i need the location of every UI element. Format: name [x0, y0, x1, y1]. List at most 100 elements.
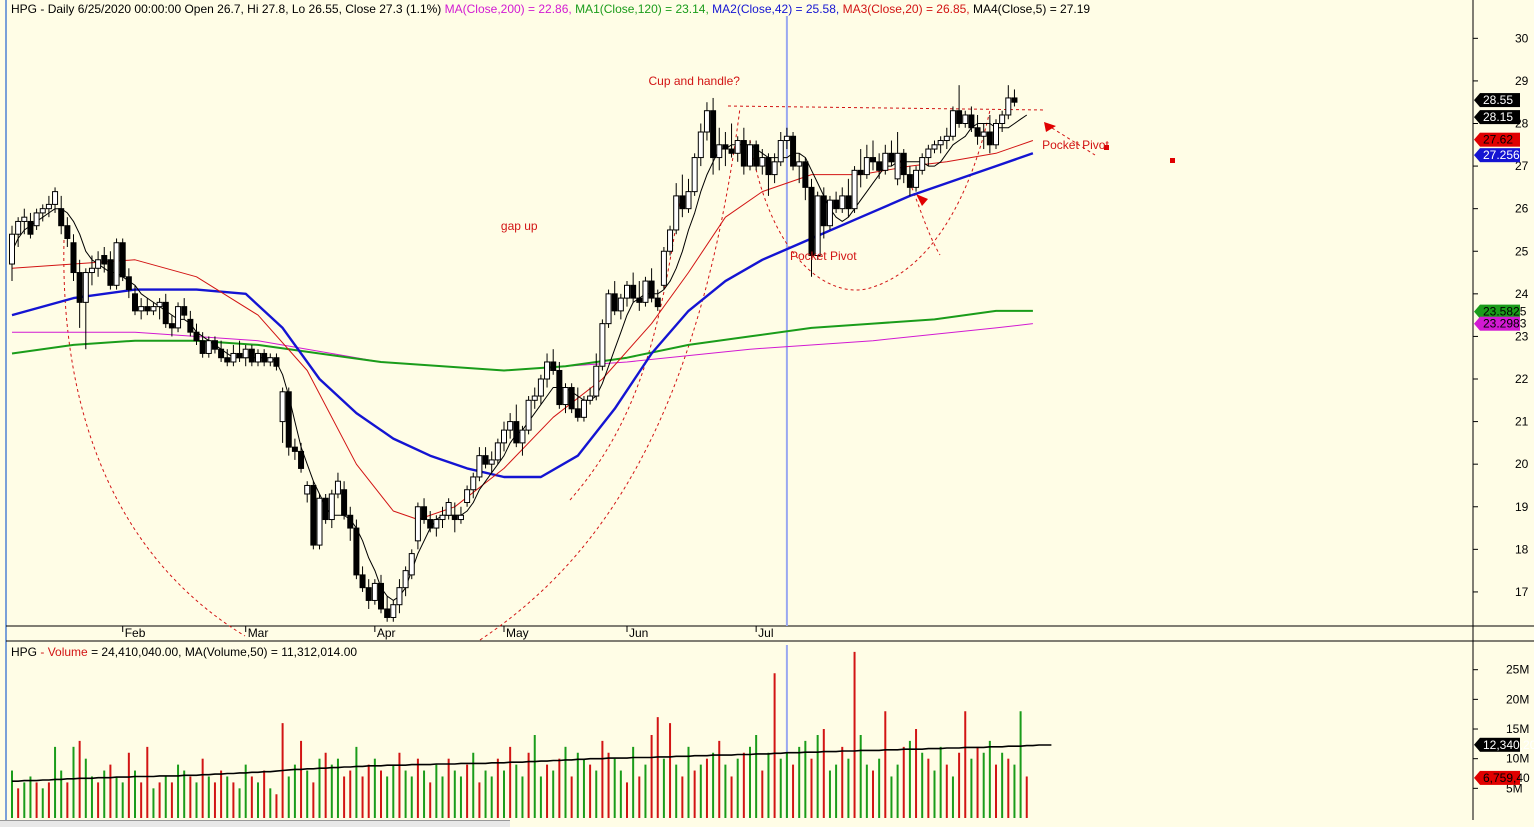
- annotation-label: Pocket Pivot: [1042, 138, 1109, 152]
- moving-average-lines: [11, 114, 1034, 601]
- volume-tag-pointer: [1474, 770, 1480, 785]
- ma200-line: [12, 323, 1033, 371]
- candle-down: [550, 361, 557, 371]
- candle-down: [956, 110, 963, 124]
- right-cup-arc: [479, 107, 741, 641]
- candle-up: [796, 161, 803, 167]
- pivot-marker-1: [1104, 145, 1109, 150]
- price-tick-label: 19: [1515, 500, 1529, 514]
- candle-up: [544, 361, 551, 380]
- date-tick-label: Feb: [125, 626, 146, 640]
- price-tag-text: 27.256: [1483, 148, 1520, 162]
- candle-down: [636, 297, 643, 303]
- candle-up: [747, 144, 753, 167]
- candle-down: [168, 323, 175, 329]
- pattern-overlays: [63, 105, 1175, 641]
- candle-up: [999, 114, 1006, 124]
- candle-up: [304, 484, 311, 495]
- candle-up: [488, 459, 495, 465]
- candle-up: [777, 140, 784, 163]
- candle-up: [531, 395, 538, 401]
- candle-down: [513, 421, 520, 444]
- candle-up: [457, 514, 464, 521]
- price-tag-pointer: [1474, 132, 1480, 147]
- ma42-readout: MA2(Close,42) = 25.58,: [712, 2, 840, 16]
- candle-up: [734, 140, 741, 154]
- candle-up: [863, 157, 870, 176]
- candle-up: [279, 391, 286, 423]
- price-tick-label: 29: [1515, 74, 1529, 88]
- volume-tick-label: 25M: [1506, 663, 1529, 677]
- candle-up: [685, 191, 692, 210]
- ma120-line: [11, 309, 1033, 372]
- candle-down: [261, 352, 268, 363]
- candle-down: [193, 331, 200, 342]
- candle-down: [833, 199, 840, 210]
- candle-up: [716, 144, 723, 159]
- candle-up: [913, 169, 920, 188]
- price-tick-label: 17: [1515, 585, 1529, 599]
- gap-up-arc: [569, 199, 681, 501]
- candle-down: [119, 242, 126, 278]
- candle-up: [82, 272, 89, 303]
- candle-down: [64, 225, 71, 239]
- price-tick-label: 22: [1515, 372, 1529, 386]
- candle-down: [211, 340, 218, 350]
- candlestick-series[interactable]: [9, 85, 1018, 622]
- date-tick-label: May: [506, 626, 529, 640]
- candle-up: [894, 152, 901, 180]
- candle-down: [273, 357, 280, 367]
- candle-down: [107, 259, 114, 286]
- candle-up: [642, 280, 649, 303]
- candle-up: [439, 514, 446, 521]
- candle-up: [925, 148, 932, 159]
- candle-down: [857, 169, 864, 176]
- price-tag-bg: [1480, 148, 1520, 163]
- ma20-readout: MA3(Close,20) = 26.85,: [842, 2, 970, 16]
- candle-up: [525, 399, 532, 431]
- candle-down: [224, 357, 231, 363]
- candle-up: [408, 553, 415, 576]
- candle-down: [199, 340, 206, 354]
- candle-up: [771, 161, 778, 176]
- candle-up: [205, 340, 212, 354]
- candle-down: [568, 387, 575, 410]
- candle-down: [740, 140, 747, 167]
- candle-up: [605, 293, 612, 325]
- price-tag-text: 28.55: [1483, 93, 1513, 107]
- pivot-marker-2: [1170, 158, 1175, 163]
- price-tick-label: 21: [1515, 415, 1529, 429]
- price-tick-label: 24: [1515, 287, 1529, 301]
- candle-up: [949, 110, 956, 137]
- candle-down: [648, 280, 655, 299]
- sheet-tabs-bar[interactable]: [0, 820, 510, 827]
- candle-up: [882, 152, 889, 171]
- candle-up: [697, 131, 704, 159]
- volume-readout: = 24,410,040.00, MA(Volume,50) = 11,312,…: [91, 645, 358, 659]
- date-tick-label: Apr: [377, 626, 396, 640]
- candle-up: [839, 195, 846, 210]
- candle-up: [95, 259, 102, 269]
- candle-up: [1005, 97, 1012, 116]
- candle-up: [255, 352, 261, 363]
- price-tag-pointer: [1474, 304, 1480, 319]
- candle-down: [132, 293, 138, 312]
- price-tick-label: 23: [1515, 329, 1529, 343]
- candle-down: [162, 301, 169, 325]
- pivot-arrow-2: [1044, 122, 1056, 132]
- candle-up: [33, 212, 40, 227]
- candle-up: [501, 429, 507, 444]
- ma5-readout: MA4(Close,5) = 27.19: [973, 2, 1091, 16]
- candle-up: [396, 587, 403, 606]
- candle-down: [310, 484, 317, 546]
- candle-up: [587, 395, 594, 401]
- candle-up: [759, 157, 766, 167]
- candle-up: [138, 306, 145, 312]
- candle-up: [328, 493, 335, 521]
- candle-up: [593, 365, 600, 397]
- candle-up: [39, 208, 46, 214]
- candle-down: [986, 131, 993, 146]
- volume-bars[interactable]: [11, 651, 1028, 818]
